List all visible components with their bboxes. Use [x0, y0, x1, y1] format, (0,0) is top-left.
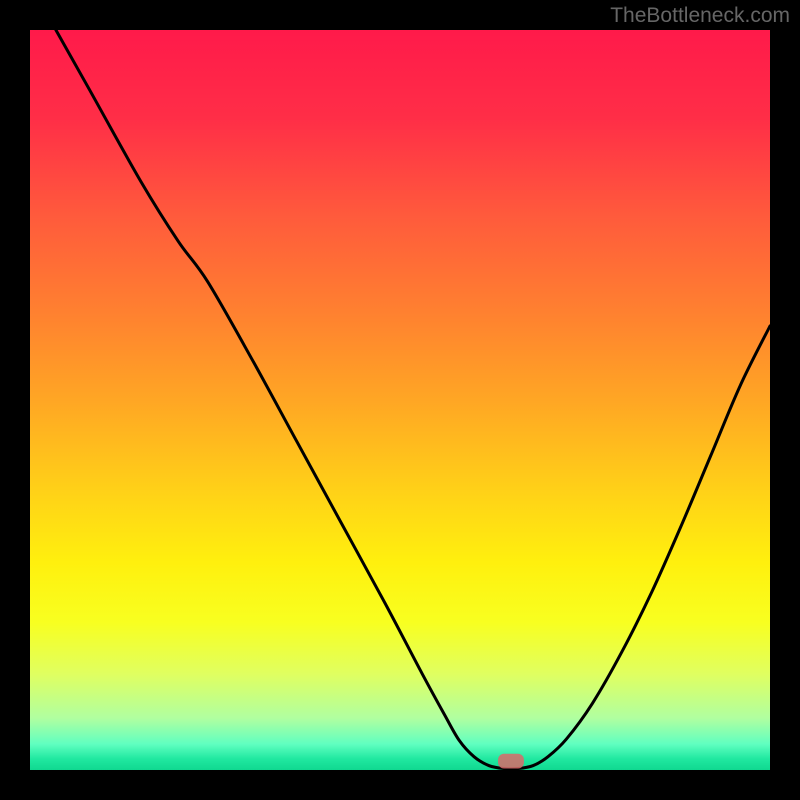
optimal-marker: [498, 754, 524, 769]
watermark-text: TheBottleneck.com: [610, 4, 790, 28]
chart-root: { "watermark": { "text": "TheBottleneck.…: [0, 0, 800, 800]
bottleneck-chart: [0, 0, 800, 800]
plot-background: [30, 30, 770, 770]
